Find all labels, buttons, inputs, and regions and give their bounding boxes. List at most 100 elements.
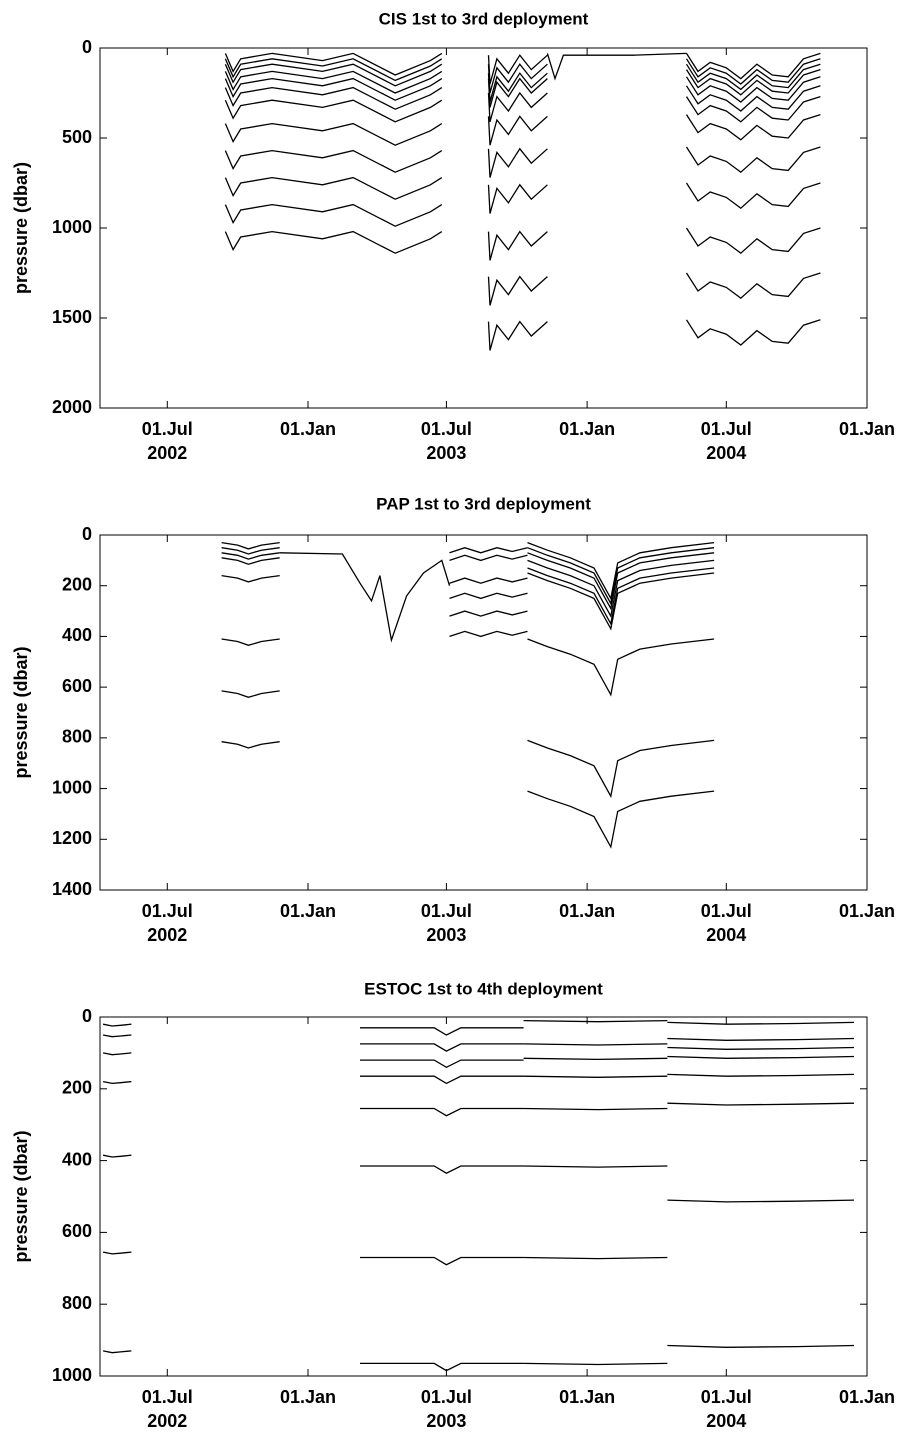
pressure-line: [360, 1165, 524, 1174]
pressure-line: [546, 52, 687, 81]
x-tick-year: 2002: [147, 925, 187, 945]
pressure-line: [685, 227, 821, 255]
pressure-line: [487, 275, 548, 306]
pressure-line: [221, 547, 280, 555]
pressure-line: [102, 1034, 132, 1038]
x-tick-label: 01.Jul: [701, 1387, 752, 1407]
pressure-line: [527, 559, 715, 618]
pressure-line: [449, 610, 528, 617]
pressure-line: [360, 1107, 524, 1117]
x-tick-year: 2002: [147, 443, 187, 463]
y-axis-label: pressure (dbar): [11, 646, 31, 778]
pressure-line: [685, 63, 821, 91]
pressure-line: [224, 77, 443, 101]
pressure-line: [667, 1344, 855, 1348]
y-tick-label: 200: [62, 1078, 92, 1098]
pressure-line: [667, 1046, 855, 1050]
pressure-line: [221, 741, 280, 749]
pressure-line: [667, 1073, 855, 1077]
y-tick-label: 0: [82, 524, 92, 544]
pressure-line: [685, 58, 821, 85]
pressure-line: [487, 320, 548, 351]
pressure-line: [685, 76, 821, 103]
pressure-line: [224, 58, 443, 82]
pressure-line: [360, 1043, 524, 1052]
x-tick-label: 01.Jul: [421, 1387, 472, 1407]
pressure-line: [685, 52, 821, 80]
pressure-line: [221, 690, 280, 698]
pressure-line: [221, 541, 280, 550]
pressure-line: [449, 547, 528, 554]
pressure-line: [487, 183, 548, 214]
y-tick-label: 600: [62, 1221, 92, 1241]
x-tick-label: 01.Jul: [701, 419, 752, 439]
x-tick-label: 01.Jan: [559, 1387, 615, 1407]
y-tick-label: 600: [62, 676, 92, 696]
pressure-line: [224, 122, 443, 146]
pressure-line: [449, 554, 528, 562]
pressure-line: [224, 70, 443, 94]
pressure-line: [685, 95, 821, 123]
plot-frame: [99, 47, 868, 409]
pressure-line: [685, 68, 821, 96]
pressure-line: [527, 572, 715, 631]
y-tick-label: 1400: [52, 879, 92, 899]
pressure-line: [523, 1362, 668, 1366]
pressure-line: [523, 1057, 668, 1061]
pressure-line: [527, 638, 715, 697]
pressure-line: [527, 567, 715, 626]
x-tick-label: 01.Jul: [142, 1387, 193, 1407]
pressure-line: [667, 1055, 855, 1059]
pressure-line: [449, 592, 528, 600]
x-tick-year: 2004: [706, 1411, 746, 1431]
pressure-line: [360, 1059, 524, 1069]
x-tick-label: 01.Jan: [280, 1387, 336, 1407]
pressure-line: [667, 1021, 855, 1025]
pressure-line: [685, 182, 821, 210]
pressure-line: [523, 1165, 668, 1168]
pressure-line: [523, 1256, 668, 1260]
y-axis-label: pressure (dbar): [11, 1130, 31, 1262]
y-tick-label: 1000: [52, 217, 92, 237]
pressure-line: [224, 99, 443, 123]
x-tick-label: 01.Jan: [839, 1387, 895, 1407]
pressure-line: [667, 1037, 855, 1041]
plot-frame: [99, 534, 868, 891]
x-tick-label: 01.Jul: [142, 419, 193, 439]
x-tick-label: 01.Jan: [559, 901, 615, 921]
x-tick-label: 01.Jul: [421, 419, 472, 439]
y-tick-label: 800: [62, 1293, 92, 1313]
pressure-line: [667, 1199, 855, 1203]
pressure-line: [523, 1107, 668, 1111]
pressure-line: [221, 557, 280, 565]
pressure-line: [449, 630, 528, 638]
pressure-line: [685, 85, 821, 112]
y-tick-label: 800: [62, 727, 92, 747]
y-tick-label: 2000: [52, 397, 92, 417]
chart-title: CIS 1st to 3rd deployment: [379, 9, 589, 28]
pressure-line: [102, 1154, 132, 1158]
y-tick-label: 400: [62, 1149, 92, 1169]
pressure-line: [523, 1019, 668, 1023]
y-tick-label: 1200: [52, 828, 92, 848]
pressure-line: [487, 147, 548, 178]
plot-frame: [99, 1016, 868, 1377]
pressure-line: [487, 115, 548, 146]
y-tick-label: 1500: [52, 307, 92, 327]
pressure-line: [224, 176, 443, 200]
y-axis-label: pressure (dbar): [11, 162, 31, 294]
pressure-line: [360, 1075, 524, 1085]
pressure-line: [224, 63, 443, 87]
pressure-line: [224, 52, 443, 76]
pressure-line: [527, 541, 715, 601]
pressure-line: [360, 1027, 524, 1036]
pressure-line: [102, 1080, 132, 1085]
pressure-line: [667, 1102, 855, 1106]
pressure-line: [279, 552, 451, 643]
pressure-line: [102, 1023, 132, 1027]
pressure-line: [360, 1256, 524, 1266]
y-tick-label: 500: [62, 127, 92, 147]
pressure-line: [487, 91, 548, 122]
pressure-line: [527, 552, 715, 611]
